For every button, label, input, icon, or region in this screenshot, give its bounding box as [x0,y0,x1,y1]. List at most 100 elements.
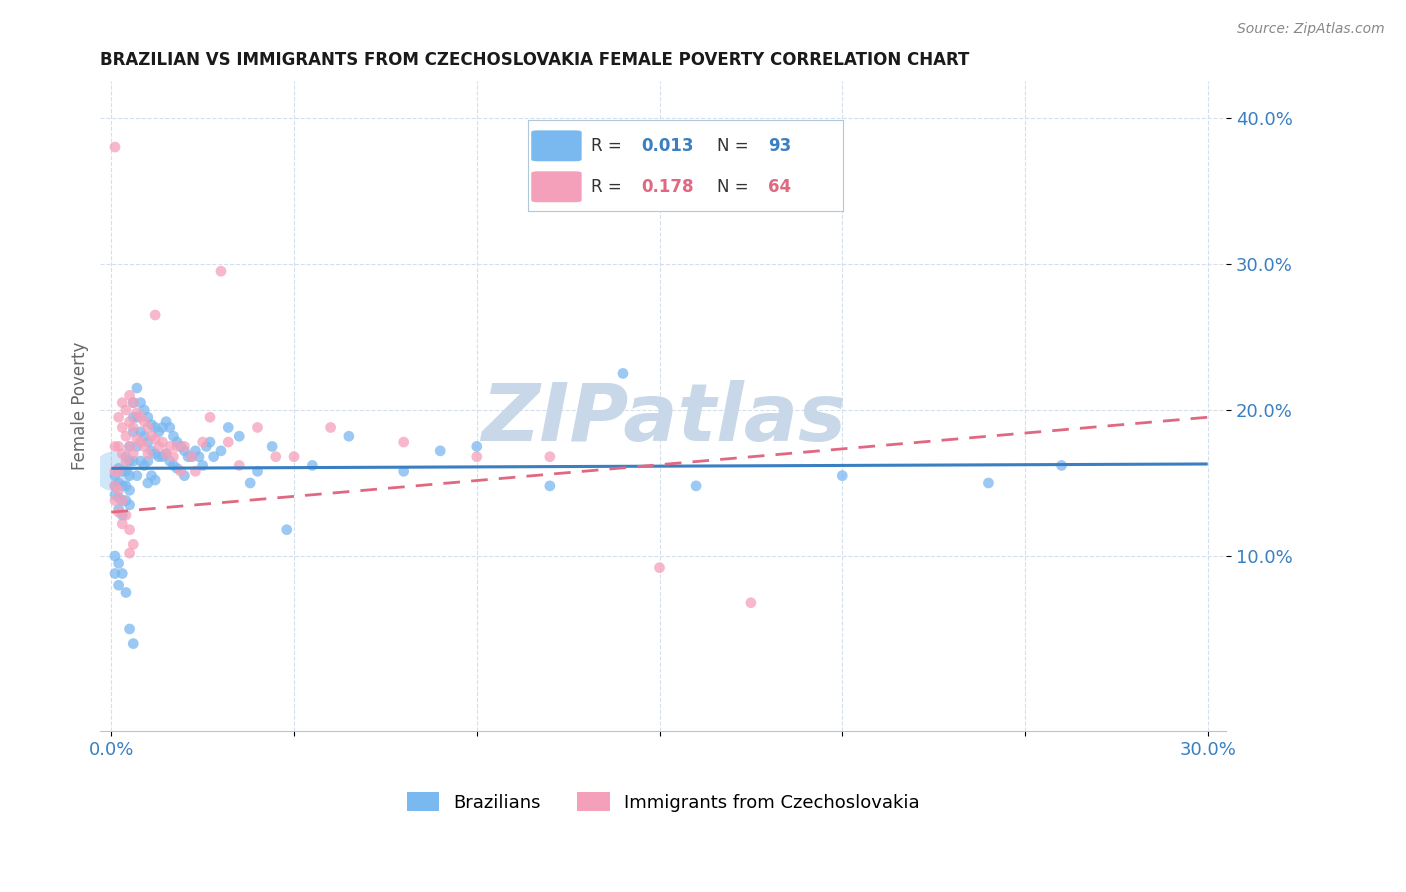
Point [104,479,127,493]
Point [392,435,415,450]
Point [155,415,177,429]
Point [122,395,145,409]
Point [173,443,195,458]
Point [134,403,156,417]
Point [111,447,134,461]
Point [104,440,127,454]
Point [122,454,145,468]
Point [136,454,159,468]
Point [111,395,134,409]
Point [115,464,138,478]
Point [159,420,181,434]
Point [217,435,239,450]
Point [104,479,127,493]
Point [166,440,188,454]
Point [170,464,193,478]
Point [104,488,127,502]
Point [159,454,181,468]
Point [134,458,156,473]
Point [831,468,853,483]
Point [209,443,232,458]
Point [129,454,152,468]
Point [141,468,163,483]
Point [118,483,141,498]
Point [118,388,141,402]
Point [115,403,138,417]
Point [162,458,184,473]
Point [111,479,134,493]
Point [104,566,127,581]
Point [107,491,129,505]
Point [170,440,193,454]
Point [429,443,451,458]
Point [125,440,148,454]
Point [143,308,166,322]
Point [246,464,269,478]
Point [111,508,134,522]
Text: Source: ZipAtlas.com: Source: ZipAtlas.com [1237,22,1385,37]
Point [111,420,134,434]
Point [141,417,163,432]
Point [122,410,145,425]
Point [136,475,159,490]
Point [195,440,218,454]
Point [129,435,152,450]
Point [173,440,195,454]
Point [107,505,129,519]
Point [198,410,221,425]
Point [612,367,634,381]
Point [209,264,232,278]
Point [122,425,145,439]
Legend: Brazilians, Immigrants from Czechoslovakia: Brazilians, Immigrants from Czechoslovak… [406,792,920,812]
Point [118,498,141,512]
Point [129,395,152,409]
Point [122,537,145,551]
Point [111,493,134,508]
Point [104,549,127,563]
Point [115,450,138,464]
Point [977,475,1000,490]
Point [1050,458,1073,473]
Point [301,458,323,473]
Point [143,432,166,446]
Point [239,475,262,490]
Point [188,450,211,464]
Point [217,420,239,434]
Point [184,464,207,478]
Point [134,429,156,443]
Point [173,468,195,483]
Point [191,458,214,473]
Y-axis label: Female Poverty: Female Poverty [72,343,89,470]
Point [115,454,138,468]
Point [118,440,141,454]
Point [129,410,152,425]
Point [283,450,305,464]
Point [148,450,170,464]
Point [115,429,138,443]
Point [111,493,134,508]
Point [111,566,134,581]
Point [180,450,202,464]
Point [152,435,174,450]
Point [104,140,127,154]
Point [107,578,129,592]
Point [125,468,148,483]
Point [143,447,166,461]
Point [107,461,129,475]
Point [143,473,166,487]
Point [392,464,415,478]
Point [155,447,177,461]
Point [136,410,159,425]
Point [107,440,129,454]
Point [155,447,177,461]
Point [262,440,284,454]
Point [148,440,170,454]
Point [107,464,129,478]
Point [107,502,129,516]
Point [122,420,145,434]
Point [129,425,152,439]
Point [465,450,488,464]
Point [202,450,225,464]
Point [538,450,561,464]
Text: ZIPatlas: ZIPatlas [481,380,845,458]
